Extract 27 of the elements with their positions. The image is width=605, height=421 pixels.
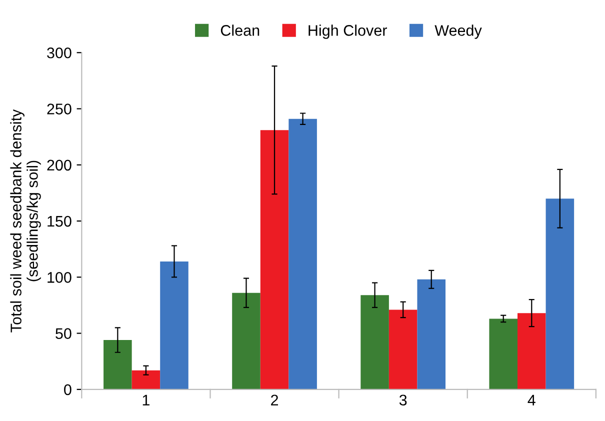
bar [104, 340, 132, 390]
y-tick-label: 300 [47, 47, 72, 58]
legend-label: Weedy [434, 24, 482, 39]
bar [260, 130, 289, 390]
legend-label: Clean [220, 24, 260, 36]
y-axis-title: Total soil weed seedbank density (seedlings/kg soil) [10, 109, 41, 332]
bar [160, 261, 188, 390]
bar [546, 198, 574, 390]
x-tick-label: 3 [399, 394, 407, 406]
bar [232, 292, 260, 390]
bar [417, 279, 446, 390]
bar [288, 118, 317, 390]
y-tick-label: 0 [64, 384, 72, 396]
y-tick-label: 250 [47, 104, 72, 114]
legend-label: High Clover [308, 24, 387, 39]
bar [360, 295, 389, 390]
x-tick-label: 1 [142, 394, 150, 406]
y-tick-label: 200 [47, 160, 72, 171]
y-tick-label: 50 [56, 328, 72, 339]
bar [489, 318, 518, 390]
x-tick-label: 4 [528, 394, 536, 406]
y-tick-label: 150 [48, 216, 72, 227]
bar [388, 310, 418, 390]
bar [132, 370, 160, 390]
bar [518, 313, 546, 390]
x-tick-label: 2 [271, 394, 278, 406]
y-tick-label: 100 [48, 272, 72, 283]
